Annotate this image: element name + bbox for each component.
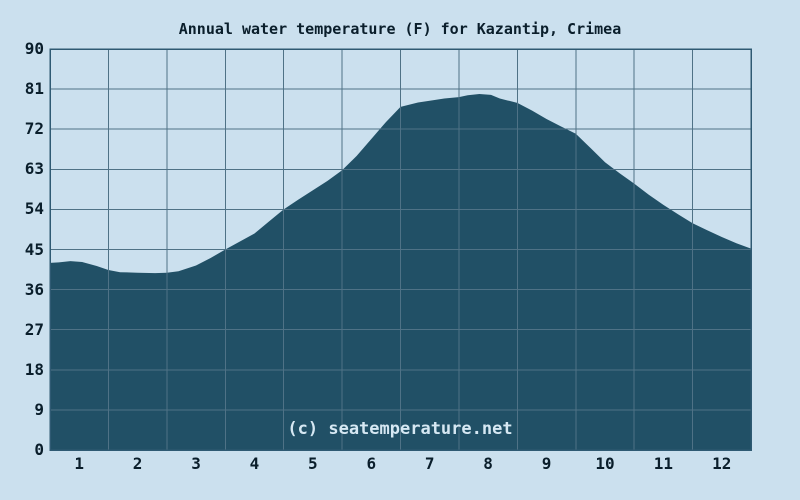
y-tick-label: 90 <box>24 39 44 58</box>
y-tick-label: 63 <box>24 159 44 179</box>
chart-title: Annual water temperature (F) for Kazanti… <box>178 20 622 38</box>
x-tick-label: 9 <box>541 454 552 473</box>
x-tick-label: 3 <box>191 454 201 473</box>
plot-frame <box>49 48 752 451</box>
x-tick-label: 7 <box>424 454 435 473</box>
x-tick-label: 6 <box>366 454 377 473</box>
x-tick-label: 5 <box>308 454 318 473</box>
x-tick-label: 12 <box>712 454 732 473</box>
x-tick-label: 8 <box>483 454 493 473</box>
y-tick-label: 45 <box>24 239 44 259</box>
y-tick-label: 54 <box>24 199 44 219</box>
y-tick-label: 18 <box>24 359 44 379</box>
y-tick-label: 72 <box>24 119 44 139</box>
y-tick-label: 0 <box>34 440 44 459</box>
x-tick-label: 10 <box>595 454 615 473</box>
watermark: (c) seatemperature.net <box>287 419 513 439</box>
y-tick-label: 81 <box>24 79 44 99</box>
x-tick-label: 1 <box>74 454 85 473</box>
y-tick-label: 9 <box>34 399 44 419</box>
x-tick-label: 4 <box>249 454 260 473</box>
x-tick-label: 11 <box>653 454 673 473</box>
y-tick-label: 36 <box>24 279 44 299</box>
x-tick-label: 2 <box>132 454 143 473</box>
y-tick-label: 27 <box>24 319 44 339</box>
